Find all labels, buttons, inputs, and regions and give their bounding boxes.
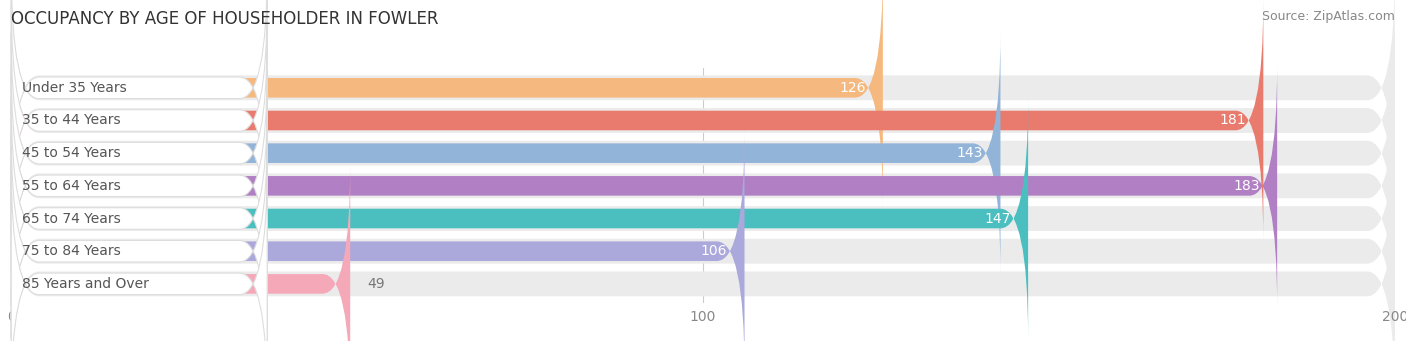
FancyBboxPatch shape [11, 100, 1395, 337]
Text: 147: 147 [984, 211, 1011, 225]
Text: 85 Years and Over: 85 Years and Over [21, 277, 149, 291]
FancyBboxPatch shape [11, 130, 745, 341]
FancyBboxPatch shape [11, 99, 267, 339]
Text: Under 35 Years: Under 35 Years [21, 81, 127, 95]
FancyBboxPatch shape [11, 131, 267, 341]
FancyBboxPatch shape [11, 0, 1264, 241]
FancyBboxPatch shape [11, 133, 1395, 341]
Text: 55 to 64 Years: 55 to 64 Years [21, 179, 121, 193]
Text: OCCUPANCY BY AGE OF HOUSEHOLDER IN FOWLER: OCCUPANCY BY AGE OF HOUSEHOLDER IN FOWLE… [11, 10, 439, 28]
FancyBboxPatch shape [11, 0, 1395, 206]
Text: Source: ZipAtlas.com: Source: ZipAtlas.com [1261, 10, 1395, 23]
Text: 181: 181 [1219, 114, 1246, 128]
FancyBboxPatch shape [11, 163, 350, 341]
Text: 65 to 74 Years: 65 to 74 Years [21, 211, 121, 225]
Text: 75 to 84 Years: 75 to 84 Years [21, 244, 121, 258]
FancyBboxPatch shape [11, 66, 267, 306]
Text: 45 to 54 Years: 45 to 54 Years [21, 146, 121, 160]
FancyBboxPatch shape [11, 65, 1277, 307]
FancyBboxPatch shape [11, 166, 1395, 341]
Text: 35 to 44 Years: 35 to 44 Years [21, 114, 121, 128]
Text: 143: 143 [957, 146, 983, 160]
Text: 106: 106 [700, 244, 727, 258]
Text: 49: 49 [367, 277, 385, 291]
FancyBboxPatch shape [11, 35, 1395, 271]
FancyBboxPatch shape [11, 1, 267, 240]
FancyBboxPatch shape [11, 0, 883, 209]
FancyBboxPatch shape [11, 32, 1001, 274]
FancyBboxPatch shape [11, 164, 267, 341]
FancyBboxPatch shape [11, 2, 1395, 239]
FancyBboxPatch shape [11, 33, 267, 273]
FancyBboxPatch shape [11, 68, 1395, 304]
FancyBboxPatch shape [11, 0, 267, 208]
Text: 183: 183 [1233, 179, 1260, 193]
FancyBboxPatch shape [11, 98, 1028, 339]
Text: 126: 126 [839, 81, 866, 95]
